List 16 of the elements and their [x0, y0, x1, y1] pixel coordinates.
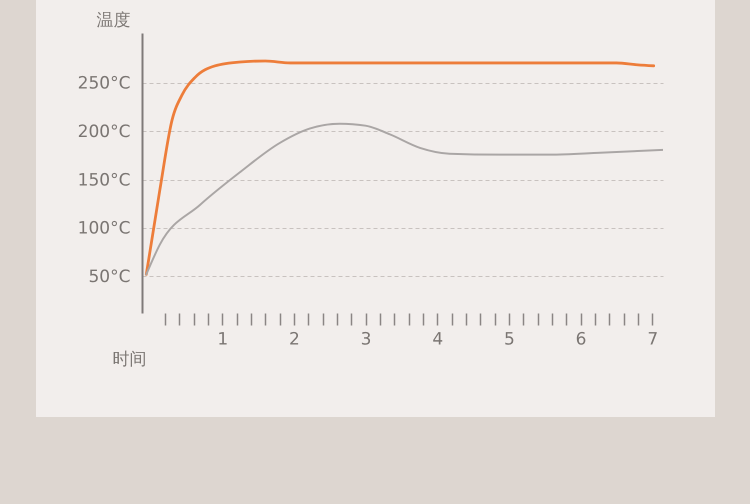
y-tick-label: 200°C [78, 122, 130, 142]
y-tick-label: 150°C [78, 170, 130, 190]
line-series [144, 60, 656, 276]
x-axis-title: 时间 [112, 350, 146, 370]
y-axis-title: 温度 [96, 10, 130, 30]
y-tick-label: 50°C [88, 266, 130, 287]
x-tick-label: 7 [647, 330, 658, 350]
line-series [145, 122, 663, 276]
x-tick-label: 1 [217, 330, 228, 350]
x-tick-label: 2 [289, 330, 300, 350]
x-tick-label: 4 [432, 330, 444, 350]
x-tick-label: 5 [504, 330, 515, 350]
y-tick-label: 100°C [78, 218, 130, 239]
y-tick-label: 250°C [78, 74, 130, 94]
x-tick-label: 3 [360, 330, 372, 350]
x-tick-label: 6 [576, 330, 586, 350]
